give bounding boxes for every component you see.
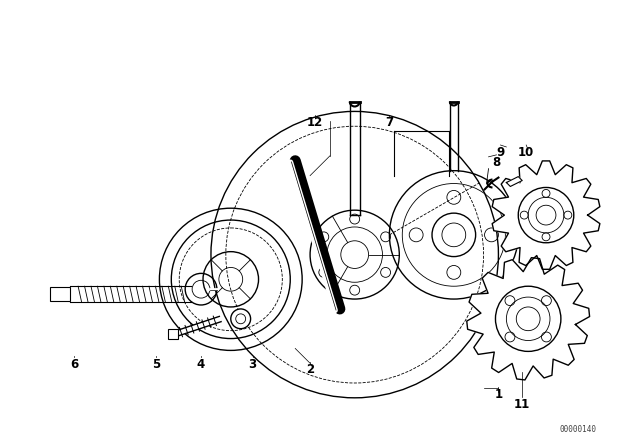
Text: 12: 12 xyxy=(307,116,323,129)
Polygon shape xyxy=(506,177,522,186)
Text: 6: 6 xyxy=(70,358,78,371)
Circle shape xyxy=(518,187,574,243)
Text: 3: 3 xyxy=(248,358,257,371)
Text: 2: 2 xyxy=(306,363,314,376)
Bar xyxy=(168,329,179,339)
Text: 1: 1 xyxy=(494,388,502,401)
Text: 5: 5 xyxy=(152,358,161,371)
Text: 7: 7 xyxy=(385,116,394,129)
Text: 8: 8 xyxy=(492,156,500,169)
Polygon shape xyxy=(467,258,589,380)
Text: 9: 9 xyxy=(496,146,504,159)
Text: 11: 11 xyxy=(514,398,531,411)
Text: 10: 10 xyxy=(518,146,534,159)
Polygon shape xyxy=(492,161,600,269)
Circle shape xyxy=(495,286,561,351)
Circle shape xyxy=(231,309,251,329)
Bar xyxy=(51,287,70,301)
Text: 00000140: 00000140 xyxy=(559,425,596,434)
Text: 4: 4 xyxy=(197,358,205,371)
